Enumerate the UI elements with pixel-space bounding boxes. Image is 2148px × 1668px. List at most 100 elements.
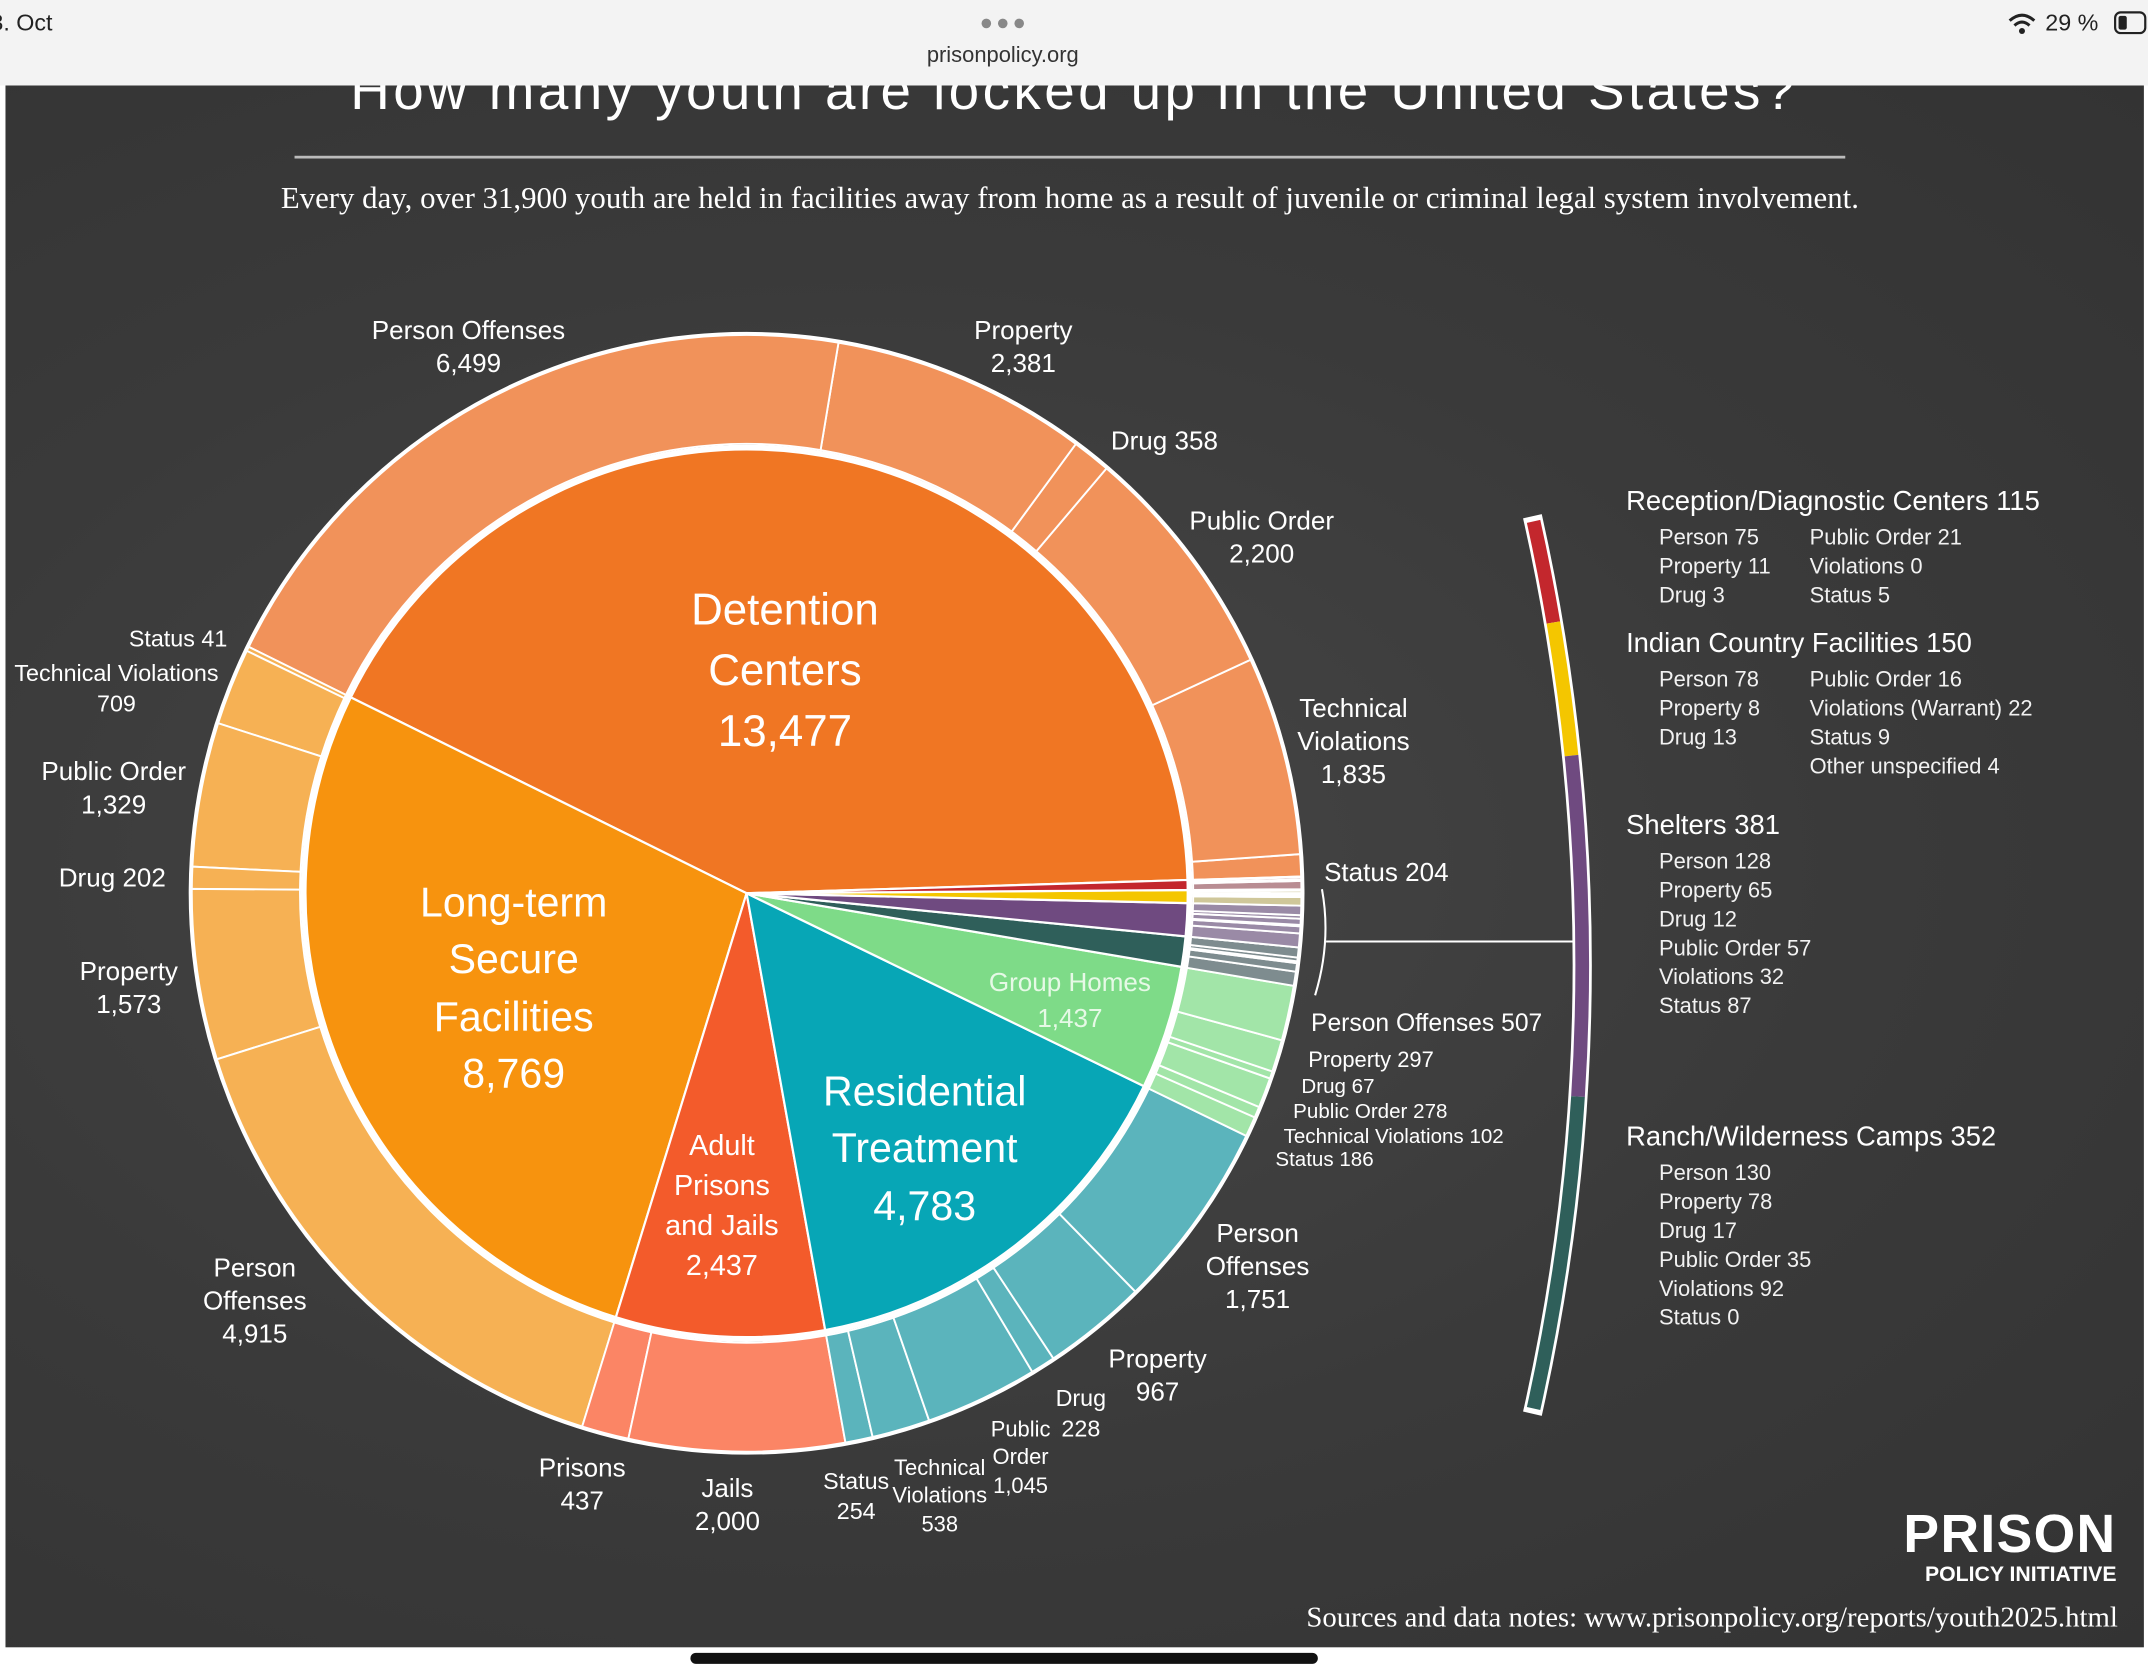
label-value: 75: [1734, 526, 1759, 551]
label-name: Public Order: [990, 1418, 1051, 1470]
panel-item: Violations 92: [1659, 1276, 2001, 1302]
label-name: Adult Prisons and Jails: [665, 1130, 779, 1242]
label-value: 41: [201, 625, 228, 653]
label-name: Drug: [1658, 1219, 1707, 1244]
logo[interactable]: PRISON: [1903, 1505, 2117, 1565]
arc-segment: [1546, 621, 1579, 757]
label-value: 130: [1734, 1162, 1772, 1186]
battery-percent: 29 %: [2045, 9, 2099, 36]
inner-slice: [614, 892, 827, 1339]
panel-item: Person 128: [1659, 849, 2001, 875]
label-value: 92: [1759, 1277, 1785, 1302]
label-value: 17: [1712, 1219, 1737, 1244]
label-value: 102: [1469, 1124, 1504, 1149]
bracket: [1314, 888, 1327, 996]
label-value: 87: [1727, 995, 1752, 1019]
panel-heading: Ranch/Wilderness Camps 352: [1626, 1121, 2148, 1154]
source-note[interactable]: Sources and data notes: www.prisonpolicy…: [1306, 1600, 2118, 1634]
label-name: Public Order: [1293, 1100, 1408, 1124]
offense-label: Status 186: [1275, 1147, 1686, 1173]
url[interactable]: prisonpolicy.org: [926, 44, 1079, 68]
tab-dots[interactable]: [978, 15, 1027, 32]
label-value: 9: [1877, 726, 1891, 750]
label-name: Drug: [58, 864, 116, 894]
group-label: Detention Centers 13,477: [648, 579, 922, 762]
label-name: Indian Country Facilities: [1626, 628, 1919, 659]
label-name: Drug: [1055, 1385, 1107, 1412]
label-value: 358: [1174, 427, 1218, 457]
panel-item: Property 65: [1659, 878, 2001, 904]
label-name: Public Order: [1809, 668, 1932, 693]
label-value: 13,477: [717, 706, 852, 756]
battery-icon: [2114, 11, 2147, 35]
label-value: 709: [97, 690, 136, 717]
label-name: Person: [1658, 526, 1729, 551]
label-name: Person: [1658, 668, 1729, 693]
browser-bar: 3. Oct prisonpolicy.org 29 %: [0, 0, 2148, 86]
group-label: Residential Treatment 4,783: [788, 1064, 1062, 1235]
inner-slice: [745, 891, 1146, 1332]
label-value: 1,573: [96, 991, 162, 1021]
label-value: 150: [1926, 628, 1972, 659]
label-name: Prisons: [538, 1454, 626, 1484]
label-name: Person Offenses: [371, 317, 566, 347]
offense-label: Status 204: [1290, 857, 1482, 890]
label-value: 507: [1501, 1009, 1543, 1037]
label-name: Public Order: [1809, 526, 1932, 551]
label-value: 297: [1397, 1049, 1434, 1073]
label-value: 2,000: [694, 1508, 760, 1538]
panel-item: Other unspecified 4: [1810, 754, 2148, 780]
label-name: Detention Centers: [691, 584, 879, 695]
label-name: Property: [974, 317, 1073, 347]
label-value: 115: [1996, 486, 2040, 517]
offense-label: Status 41: [110, 624, 247, 654]
ring-border: [188, 331, 1305, 1455]
label-value: 437: [560, 1487, 604, 1517]
panel-item: Public Order 21: [1810, 525, 2148, 551]
label-value: 0: [1910, 555, 1923, 579]
offense-label: Property 297: [1308, 1048, 1719, 1076]
label-value: 967: [1135, 1378, 1180, 1408]
panel-item: Status 5: [1810, 583, 2148, 609]
home-indicator[interactable]: [690, 1652, 1318, 1664]
offense-label: Public Order 1,045: [986, 1417, 1054, 1501]
label-name: Shelters: [1626, 810, 1727, 841]
panel-heading: Indian Country Facilities 150: [1626, 627, 2148, 660]
inner-slice: [349, 448, 1189, 895]
inner-slice: [304, 695, 748, 1319]
label-value: 1,835: [1320, 761, 1387, 791]
panel-item: Public Order 16: [1810, 667, 2148, 693]
label-name: Drug: [1658, 726, 1707, 750]
label-name: Person: [1658, 850, 1729, 874]
panel-item: Property 11: [1659, 554, 2001, 580]
label-name: Property: [1658, 879, 1742, 903]
label-name: Technical Violations: [1283, 1124, 1464, 1149]
inner-slice: [746, 878, 1189, 895]
label-value: 4: [1987, 755, 2000, 779]
panel-item: Public Order 35: [1659, 1248, 2001, 1274]
label-name: Status: [1275, 1148, 1334, 1172]
offense-label: Person Offenses 1,751: [1196, 1219, 1319, 1319]
arc-segment: [1526, 1096, 1585, 1410]
panel-item: Person 130: [1659, 1161, 2001, 1187]
label-value: 2,200: [1229, 540, 1295, 570]
panel-item: Property 8: [1659, 696, 2001, 722]
offense-label: Technical Violations 709: [0, 659, 240, 718]
offense-label: Person Offenses 507: [1311, 1008, 1722, 1040]
label-value: 32: [1759, 966, 1785, 990]
offense-label: Prisons 437: [521, 1453, 644, 1520]
label-value: 1,045: [993, 1474, 1048, 1498]
panel-item: Property 78: [1659, 1190, 2001, 1216]
label-name: Jails: [701, 1474, 754, 1504]
label-value: 8,769: [462, 1052, 566, 1098]
label-value: 352: [1950, 1122, 1997, 1153]
label-name: Violations: [1809, 555, 1905, 579]
label-value: 202: [122, 864, 166, 894]
label-name: Status: [1658, 995, 1722, 1019]
label-name: Status: [128, 625, 195, 653]
label-name: Public Order: [1658, 1248, 1781, 1273]
label-name: Residential Treatment: [823, 1069, 1027, 1173]
